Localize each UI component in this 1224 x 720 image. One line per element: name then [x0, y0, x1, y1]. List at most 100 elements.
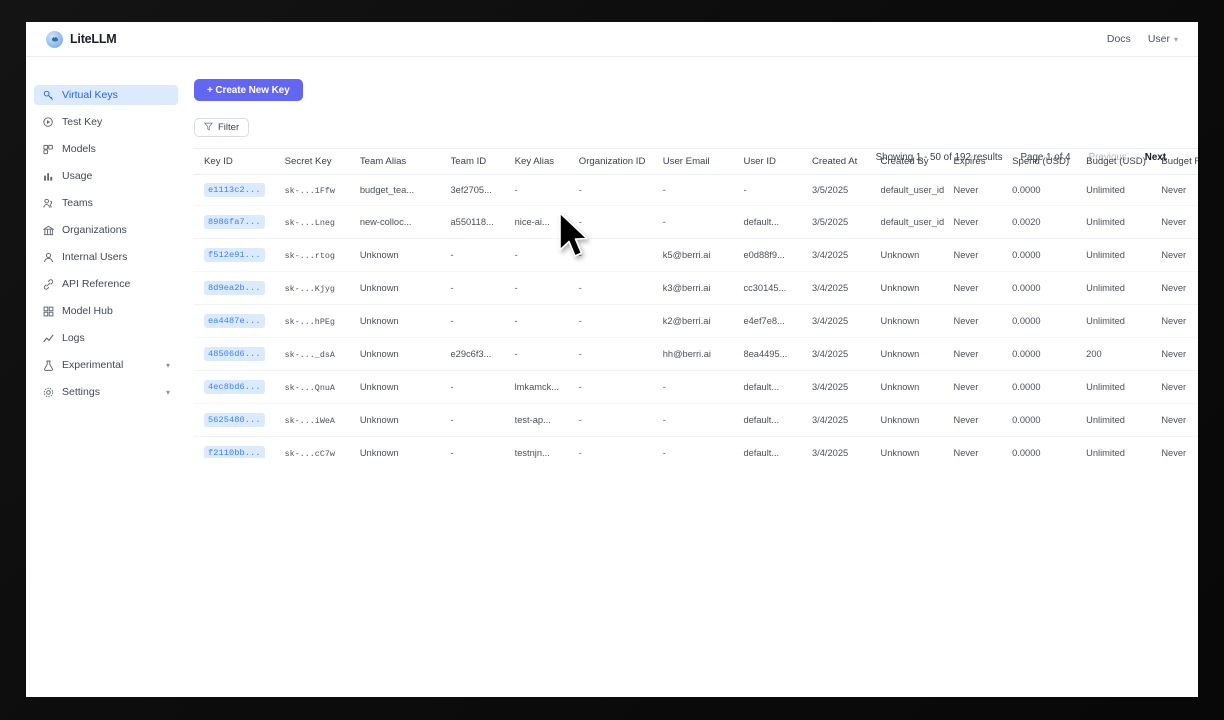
expires-cell: Never — [953, 174, 1013, 206]
key-id-badge[interactable]: ea4487e... — [204, 314, 265, 328]
column-header[interactable]: Key Alias — [514, 149, 579, 175]
sidebar-item-label: Virtual Keys — [62, 89, 118, 101]
budget-cell: Unlimited — [1086, 304, 1162, 338]
brand-name: LiteLLM — [70, 32, 117, 46]
column-header[interactable]: Key ID — [194, 149, 285, 175]
sidebar-item-experimental[interactable]: Experimental ▾ — [34, 355, 178, 375]
sidebar-item-label: Organizations — [62, 224, 127, 236]
secret-key-cell: sk-...QnuA — [284, 370, 360, 404]
column-header[interactable]: Team Alias — [359, 149, 451, 175]
created-at-cell: 3/4/2025 — [812, 304, 881, 338]
sidebar-item-settings[interactable]: Settings ▾ — [34, 382, 178, 402]
sidebar-item-teams[interactable]: Teams — [34, 193, 178, 213]
table-row[interactable]: e1113c2... sk-...1Ffw budget_tea... 3ef2705… — [194, 174, 1198, 206]
org-id-cell: - — [578, 238, 663, 272]
secret-key-text: sk-..._dsA — [284, 349, 335, 360]
sidebar-item-internal-users[interactable]: Internal Users — [34, 247, 178, 267]
user-icon — [42, 251, 55, 264]
key-id-badge[interactable]: 4ec8bd6... — [204, 380, 265, 394]
spend-cell: 0.0000 — [1012, 304, 1087, 338]
sidebar-item-usage[interactable]: Usage — [34, 166, 178, 186]
sidebar-item-logs[interactable]: Logs — [34, 328, 178, 348]
key-id-badge[interactable]: f512e91... — [204, 248, 265, 262]
table-row[interactable]: ea4487e... sk-...hPEg Unknown - - - k2@berri.a… — [194, 304, 1198, 338]
sidebar-item-virtual-keys[interactable]: Virtual Keys — [34, 85, 178, 105]
table-row[interactable]: 8d9ea2b... sk-...Kjyg Unknown - - - k3@berri.a… — [194, 271, 1198, 305]
column-header[interactable]: Secret Key — [284, 149, 360, 175]
table-header-row: Key ID Secret Key Team Alias Team ID Key Ali… — [194, 149, 1198, 175]
create-new-key-button[interactable]: + Create New Key — [194, 79, 303, 101]
budget-cell: 200 — [1086, 337, 1162, 371]
play-icon — [42, 116, 55, 129]
budget-cell: Unlimited — [1086, 174, 1162, 206]
key-id-cell: ea4487e... — [194, 304, 285, 338]
expires-cell: Never — [953, 304, 1013, 338]
column-header[interactable]: User Email — [662, 149, 744, 175]
key-icon — [42, 89, 55, 102]
column-header[interactable]: Team ID — [450, 149, 515, 175]
gear-icon — [42, 386, 55, 399]
team-alias-cell: Unknown — [359, 304, 451, 338]
chevron-down-icon[interactable]: ▾ — [165, 360, 170, 370]
key-alias-cell: - — [514, 271, 579, 305]
reset-cell: Never — [1161, 304, 1198, 338]
key-id-badge[interactable]: 8986fa7... — [204, 215, 265, 229]
column-header[interactable]: Budget Reset — [1161, 149, 1198, 175]
column-header[interactable]: Organization ID — [578, 149, 663, 175]
key-alias-cell: testnjn... — [514, 436, 579, 458]
key-id-badge[interactable]: e1113c2... — [204, 183, 265, 197]
spend-cell: 0.0020 — [1012, 205, 1087, 239]
table-row[interactable]: f2110bb... sk-...cC7w Unknown - testnjn... - -… — [194, 436, 1198, 458]
app-header: LiteLLM Docs User ▾ — [26, 22, 1198, 57]
keys-table-container[interactable]: Key ID Secret Key Team Alias Team ID Key Ali… — [194, 148, 1198, 458]
created-at-cell: 3/4/2025 — [812, 337, 881, 371]
org-id-cell: - — [578, 436, 663, 458]
column-header[interactable]: User ID — [743, 149, 812, 175]
team-id-cell: - — [450, 304, 515, 338]
sidebar-item-label: Teams — [62, 197, 93, 209]
sidebar-item-organizations[interactable]: Organizations — [34, 220, 178, 240]
key-id-badge[interactable]: 48506d6... — [204, 347, 265, 361]
table-row[interactable]: f512e91... sk-...rtog Unknown - - - k5@berri.a… — [194, 238, 1198, 272]
sidebar-item-api-reference[interactable]: API Reference — [34, 274, 178, 294]
docs-link[interactable]: Docs — [1106, 33, 1131, 45]
column-header[interactable]: Created At — [812, 149, 881, 175]
budget-cell: Unlimited — [1086, 238, 1162, 272]
bank-icon — [42, 224, 55, 237]
org-id-cell: - — [578, 370, 663, 404]
key-id-badge[interactable]: 5625480... — [204, 413, 265, 427]
key-alias-cell: nice-ai... — [514, 205, 579, 239]
created-by-cell: default_user_id — [880, 174, 954, 206]
column-header[interactable]: Budget (USD) — [1086, 149, 1162, 175]
table-row[interactable]: 4ec8bd6... sk-...QnuA Unknown - lmkamck... - -… — [194, 370, 1198, 404]
funnel-icon — [203, 122, 214, 134]
filter-button[interactable]: Filter — [194, 118, 250, 137]
column-header[interactable]: Spend (USD) — [1012, 149, 1087, 175]
sidebar-item-models[interactable]: Models — [34, 139, 178, 159]
table-row[interactable]: 5625480... sk-...iWeA Unknown - test-ap... - -… — [194, 403, 1198, 437]
sidebar: Virtual Keys Test Key Models Usage Teams Orga… — [26, 57, 186, 697]
user-menu[interactable]: User ▾ — [1148, 33, 1178, 45]
sidebar-item-model-hub[interactable]: Model Hub — [34, 301, 178, 321]
brand[interactable]: LiteLLM — [46, 30, 117, 48]
sidebar-item-test-key[interactable]: Test Key — [34, 112, 178, 132]
key-id-badge[interactable]: f2110bb... — [204, 446, 265, 458]
sidebar-item-label: Models — [62, 143, 96, 155]
filter-row: Filter — [194, 118, 1198, 137]
secret-key-cell: sk-..._dsA — [284, 337, 360, 371]
column-header[interactable]: Expires — [953, 149, 1013, 175]
created-by-cell: Unknown — [880, 238, 954, 272]
created-at-cell: 3/4/2025 — [812, 403, 881, 437]
team-alias-cell: Unknown — [359, 436, 451, 458]
secret-key-cell: sk-...1Ffw — [284, 174, 360, 206]
sidebar-item-label: Settings — [62, 386, 100, 398]
org-id-cell: - — [578, 403, 663, 437]
team-id-cell: a550118... — [450, 205, 515, 239]
secret-key-cell: sk-...Kjyg — [284, 271, 360, 305]
table-row[interactable]: 48506d6... sk-..._dsA Unknown e29c6f3... - - h… — [194, 337, 1198, 371]
created-by-cell: default_user_id — [880, 205, 954, 239]
key-id-badge[interactable]: 8d9ea2b... — [204, 281, 265, 295]
column-header[interactable]: Created By — [880, 149, 954, 175]
chevron-down-icon[interactable]: ▾ — [165, 387, 170, 397]
table-row[interactable]: 8986fa7... sk-...Lneg new-colloc... a550118… — [194, 205, 1198, 239]
